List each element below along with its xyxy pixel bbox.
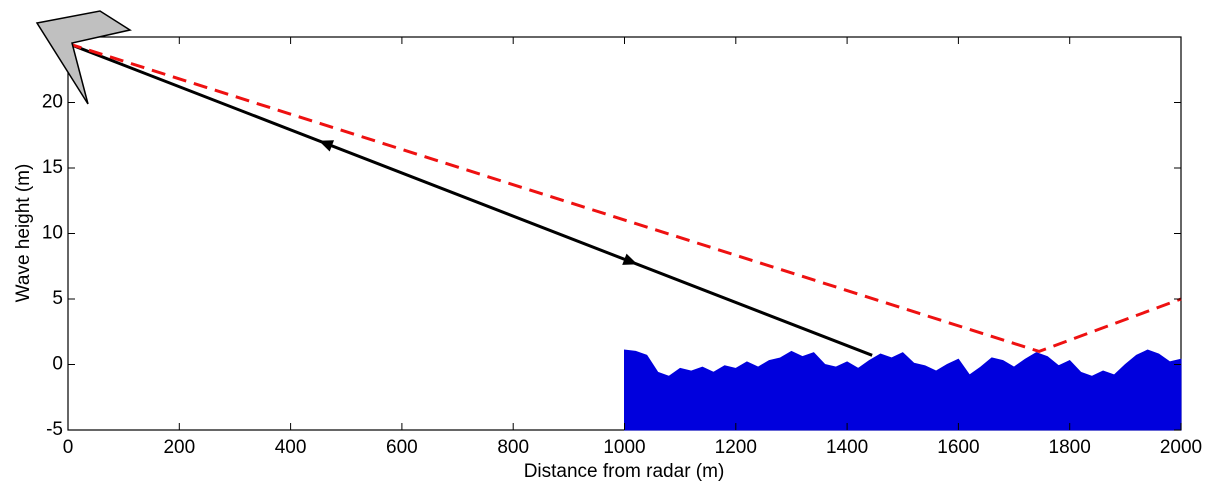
- reflected-ray: [67, 42, 1182, 353]
- y-tick-label: 15: [42, 157, 63, 178]
- x-tick-label: 1000: [603, 437, 645, 458]
- x-tick-label: 1800: [1049, 437, 1091, 458]
- x-tick-label: 0: [63, 437, 74, 458]
- direction-arrow: [318, 140, 335, 152]
- x-tick-label: 2000: [1160, 437, 1202, 458]
- plot: 0 200 400 600 800 1000 1200 1400 1600 1800 2000-50…: [42, 37, 1202, 458]
- x-tick-label: 600: [386, 437, 418, 458]
- y-tick-label: -5: [46, 419, 63, 440]
- radar-icon: [35, 10, 132, 105]
- x-tick-label: 1200: [715, 437, 757, 458]
- y-axis-label: Wave height (m): [13, 164, 34, 303]
- y-tick-label: 20: [42, 92, 63, 113]
- direction-arrow: [622, 253, 638, 265]
- x-tick-label: 1400: [826, 437, 868, 458]
- x-axis-label: Distance from radar (m): [524, 461, 725, 482]
- x-tick-label: 400: [275, 437, 307, 458]
- radar-ray: [67, 42, 873, 357]
- x-tick-label: 200: [163, 437, 195, 458]
- y-tick-label: 0: [52, 354, 63, 375]
- sea-surface: [624, 349, 1182, 431]
- x-tick-label: 800: [497, 437, 529, 458]
- y-tick-label: 5: [52, 288, 63, 309]
- x-tick-label: 1600: [937, 437, 979, 458]
- y-tick-label: 10: [42, 223, 63, 244]
